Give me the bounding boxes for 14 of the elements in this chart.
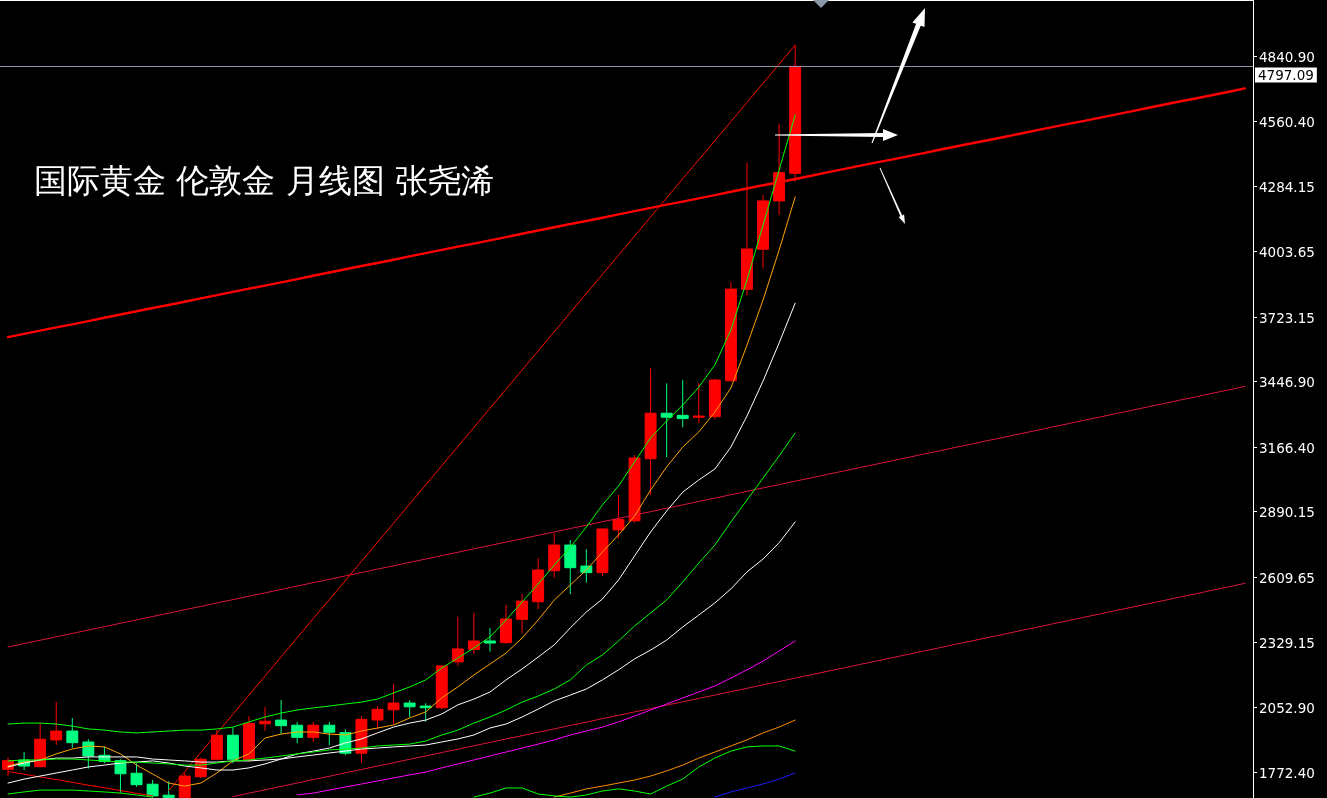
y-tick-label: 2052.90 — [1259, 699, 1315, 716]
y-tick-label: 4840.90 — [1259, 48, 1315, 65]
y-tick-label: 2609.65 — [1259, 569, 1315, 586]
y-tick-label: 4003.65 — [1259, 243, 1315, 260]
y-tick-label: 2329.15 — [1259, 634, 1315, 651]
y-tick-label: 2890.15 — [1259, 503, 1315, 520]
ref-line-label: 4797.09 — [1258, 67, 1314, 83]
y-tick-label: 3446.90 — [1259, 373, 1315, 390]
y-tick-label: 3723.15 — [1259, 309, 1315, 326]
y-tick-label: 4560.40 — [1259, 113, 1315, 130]
y-tick-label: 1772.40 — [1259, 764, 1315, 781]
y-tick-label: 4284.15 — [1259, 178, 1315, 195]
title: 国际黄金 伦敦金 月线图 张尧浠 — [34, 162, 494, 200]
y-tick-label: 3166.40 — [1259, 439, 1315, 456]
